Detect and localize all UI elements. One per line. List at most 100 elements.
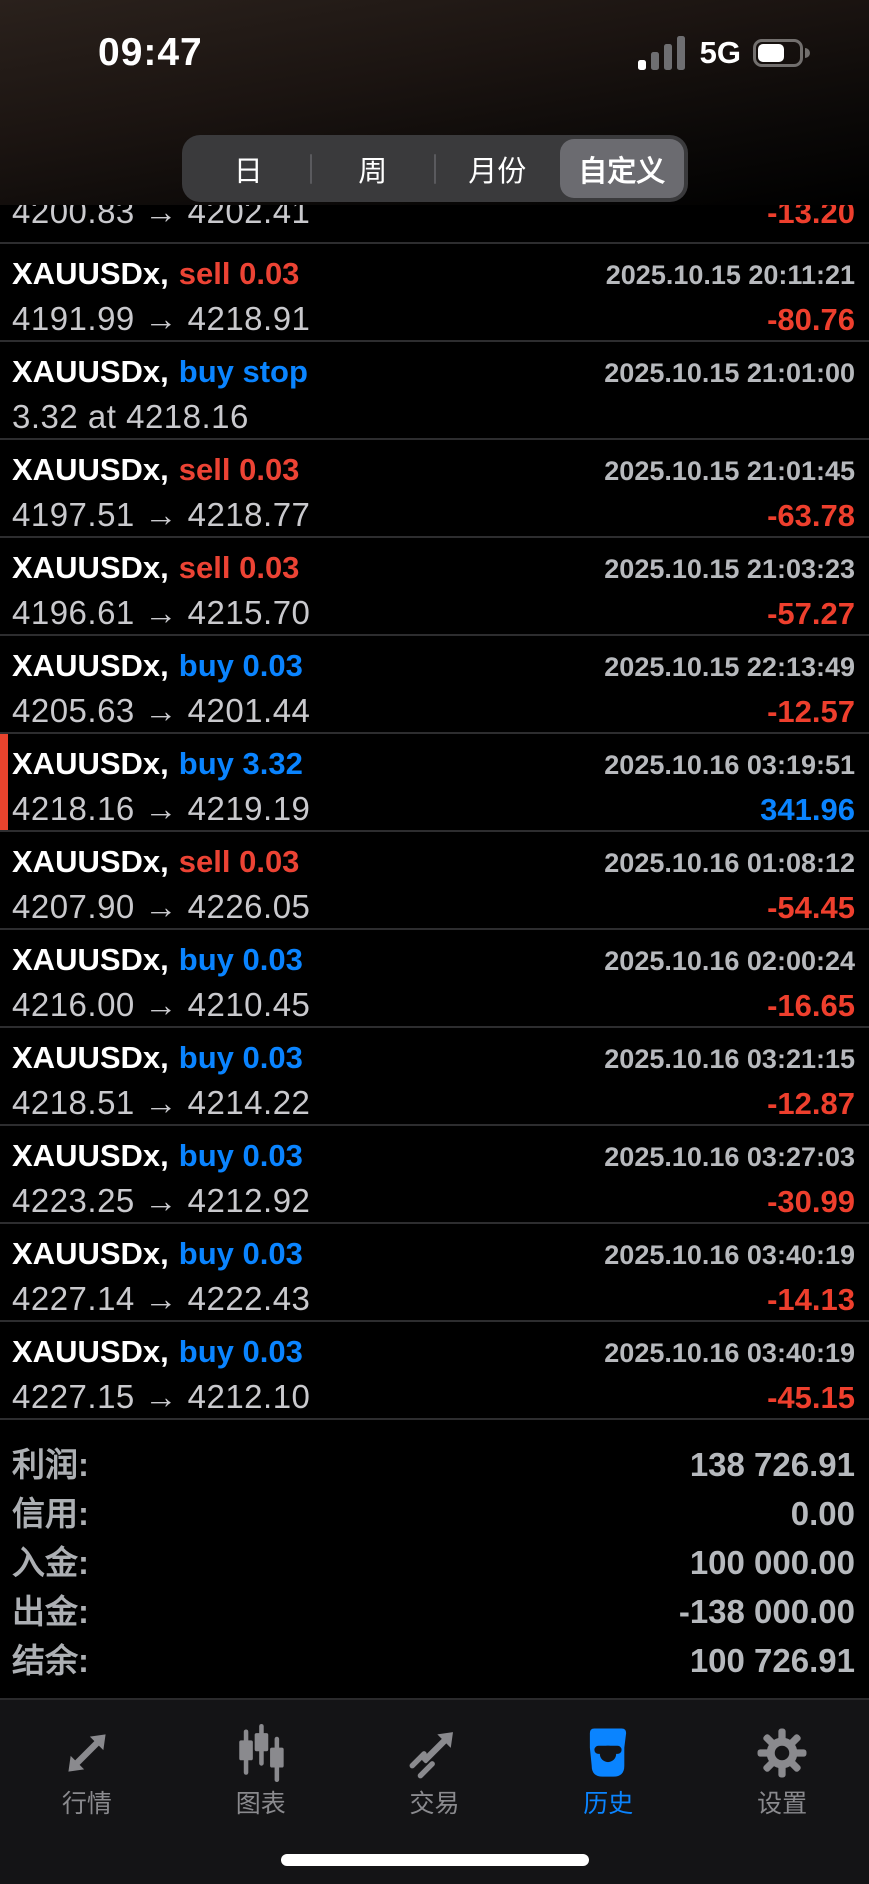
trade-symbol: XAUUSDx,: [12, 354, 169, 389]
tab-label: 行情: [61, 1790, 112, 1818]
home-indicator[interactable]: [280, 1854, 589, 1866]
tab-period-month[interactable]: 月份: [435, 139, 560, 198]
trade-profit: -12.57: [767, 694, 855, 729]
trade-symbol: XAUUSDx,: [12, 1334, 169, 1369]
trade-prices: 4218.16 → 4219.19: [12, 790, 311, 827]
tab-history[interactable]: 历史: [521, 1700, 695, 1884]
trade-profit: 341.96: [760, 792, 855, 827]
summary-row-balance: 结余: 100 726.91: [12, 1634, 855, 1683]
battery-icon: [753, 39, 811, 67]
tab-period-day[interactable]: 日: [233, 155, 263, 188]
period-segmented-control: 日 周 月份 自定义: [182, 135, 688, 202]
trade-symbol: XAUUSDx,: [12, 746, 169, 781]
tab-label: 设置: [757, 1790, 808, 1818]
history-list: 4200.83 → 4202.41 -13.20 XAUUSDx, sell 0…: [0, 205, 869, 1683]
trade-row[interactable]: XAUUSDx, sell 0.03 2025.10.15 21:01:45 4…: [0, 440, 869, 538]
status-bar: 09:47 5G: [0, 26, 869, 80]
trade-datetime: 2025.10.16 03:40:19: [604, 1338, 855, 1368]
trade-prices: 4227.14 → 4222.43: [12, 1280, 311, 1317]
summary-label: 出金:: [12, 1593, 89, 1630]
trade-row[interactable]: XAUUSDx, buy 0.03 2025.10.16 03:21:15 42…: [0, 1028, 869, 1126]
summary-row-deposit: 入金: 100 000.00: [12, 1536, 855, 1585]
trade-prices: 4223.25 → 4212.92: [12, 1182, 311, 1219]
tab-period-custom[interactable]: 自定义: [559, 139, 684, 198]
trade-symbol: XAUUSDx,: [12, 648, 169, 683]
trade-datetime: 2025.10.16 03:27:03: [604, 1142, 855, 1172]
trade-profit: -63.78: [767, 498, 855, 533]
trade-row-selected[interactable]: XAUUSDx, buy 3.32 2025.10.16 03:19:51 42…: [0, 734, 869, 832]
trade-row[interactable]: XAUUSDx, buy 0.03 2025.10.16 03:27:03 42…: [0, 1126, 869, 1224]
trade-row[interactable]: XAUUSDx, buy 0.03 2025.10.15 22:13:49 42…: [0, 636, 869, 734]
trade-row[interactable]: XAUUSDx, sell 0.03 2025.10.16 01:08:12 4…: [0, 832, 869, 930]
tab-bar: 行情 图表: [0, 1698, 869, 1884]
tab-trade[interactable]: 交易: [348, 1700, 522, 1884]
status-time: 09:47: [98, 31, 203, 74]
trade-row[interactable]: XAUUSDx, buy 0.03 2025.10.16 02:00:24 42…: [0, 930, 869, 1028]
trade-profit: -80.76: [767, 302, 855, 337]
tab-label: 交易: [409, 1790, 460, 1818]
row-highlight-bar: [0, 734, 8, 830]
trade-prices: 4227.15 → 4212.10: [12, 1378, 311, 1415]
summary-value: 0.00: [790, 1495, 855, 1532]
trade-type: sell 0.03: [178, 844, 300, 879]
summary-value: 100 726.91: [689, 1642, 855, 1679]
settings-icon: [757, 1728, 807, 1778]
trade-type: buy 0.03: [178, 1040, 303, 1075]
trade-datetime: 2025.10.15 21:01:00: [604, 358, 855, 388]
summary-label: 利润:: [12, 1446, 89, 1483]
trade-prices: 4216.00 → 4210.45: [12, 986, 311, 1023]
trade-profit: -54.45: [767, 890, 855, 925]
trade-symbol: XAUUSDx,: [12, 1138, 169, 1173]
signal-bars-icon: [637, 36, 685, 70]
trade-symbol: XAUUSDx,: [12, 1040, 169, 1075]
trade-datetime: 2025.10.16 03:40:19: [604, 1240, 855, 1270]
trade-datetime: 2025.10.16 03:21:15: [604, 1044, 855, 1074]
trade-prices: 4218.51 → 4214.22: [12, 1084, 311, 1121]
trade-datetime: 2025.10.15 20:11:21: [605, 260, 855, 290]
trade-prices: 4197.51 → 4218.77: [12, 496, 311, 533]
summary-row-profit: 利润: 138 726.91: [12, 1438, 855, 1487]
tab-label: 历史: [583, 1790, 634, 1818]
tab-period-week[interactable]: 周: [311, 139, 436, 198]
trade-type: buy stop: [178, 354, 308, 389]
trade-profit: -57.27: [767, 596, 855, 631]
battery-nub: [805, 48, 810, 58]
trade-row-partial[interactable]: 4200.83 → 4202.41 -13.20: [0, 205, 869, 244]
tab-quotes[interactable]: 行情: [0, 1700, 174, 1884]
trade-row[interactable]: XAUUSDx, sell 0.03 2025.10.15 20:11:21 4…: [0, 244, 869, 342]
trade-profit: -45.15: [767, 1380, 855, 1415]
trade-symbol: XAUUSDx,: [12, 844, 169, 879]
trade-symbol: XAUUSDx,: [12, 452, 169, 487]
trade-icon: [410, 1732, 454, 1779]
trade-row[interactable]: XAUUSDx, buy stop 2025.10.15 21:01:00 3.…: [0, 342, 869, 440]
summary-value: 138 726.91: [689, 1446, 855, 1483]
trade-type: buy 3.32: [178, 746, 303, 781]
trade-profit: -16.65: [767, 988, 855, 1023]
trade-profit: -30.99: [767, 1184, 855, 1219]
trade-type: buy 0.03: [178, 942, 303, 977]
trade-profit: -14.13: [767, 1282, 855, 1317]
quotes-icon: [68, 1734, 106, 1772]
trade-prices: 3.32 at 4218.16: [12, 398, 249, 435]
trade-type: buy 0.03: [178, 1236, 303, 1271]
trade-row[interactable]: XAUUSDx, buy 0.03 2025.10.16 03:40:19 42…: [0, 1224, 869, 1322]
trade-datetime: 2025.10.15 21:03:23: [604, 554, 855, 584]
account-summary: 利润: 138 726.91 信用: 0.00 入金: 100 000.00 出…: [0, 1420, 869, 1683]
summary-value: -138 000.00: [678, 1593, 855, 1630]
history-icon: [590, 1728, 627, 1777]
trade-symbol: XAUUSDx,: [12, 942, 169, 977]
trade-prices: 4207.90 → 4226.05: [12, 888, 311, 925]
summary-row-credit: 信用: 0.00: [12, 1487, 855, 1536]
trade-type: buy 0.03: [178, 1138, 303, 1173]
trade-profit: -13.20: [767, 205, 855, 230]
trade-row[interactable]: XAUUSDx, buy 0.03 2025.10.16 03:40:19 42…: [0, 1322, 869, 1420]
trade-prices: 4205.63 → 4201.44: [12, 692, 311, 729]
trade-symbol: XAUUSDx,: [12, 550, 169, 585]
trade-type: sell 0.03: [178, 452, 300, 487]
trade-row[interactable]: XAUUSDx, sell 0.03 2025.10.15 21:03:23 4…: [0, 538, 869, 636]
tab-settings[interactable]: 设置: [695, 1700, 869, 1884]
trade-profit: -12.87: [767, 1086, 855, 1121]
tab-charts[interactable]: 图表: [174, 1700, 348, 1884]
chart-icon: [238, 1724, 284, 1782]
